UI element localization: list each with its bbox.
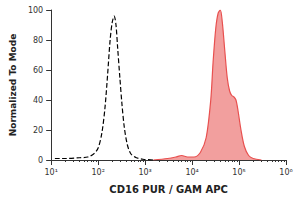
svg-text:20: 20 (33, 126, 43, 135)
svg-text:40: 40 (33, 96, 43, 105)
svg-text:CD16 PUR / GAM APC: CD16 PUR / GAM APC (109, 184, 228, 195)
svg-text:60: 60 (33, 66, 43, 75)
svg-text:0: 0 (38, 156, 43, 165)
svg-text:80: 80 (33, 36, 43, 45)
svg-text:100: 100 (28, 6, 43, 15)
svg-text:Normalized To Mode: Normalized To Mode (8, 34, 18, 137)
svg-text:10¹: 10¹ (44, 168, 57, 177)
svg-text:10⁶: 10⁶ (279, 168, 292, 177)
svg-text:10⁴: 10⁴ (185, 168, 198, 177)
svg-text:10⁵: 10⁵ (232, 168, 245, 177)
svg-text:10²: 10² (91, 168, 104, 177)
svg-text:10³: 10³ (138, 168, 151, 177)
